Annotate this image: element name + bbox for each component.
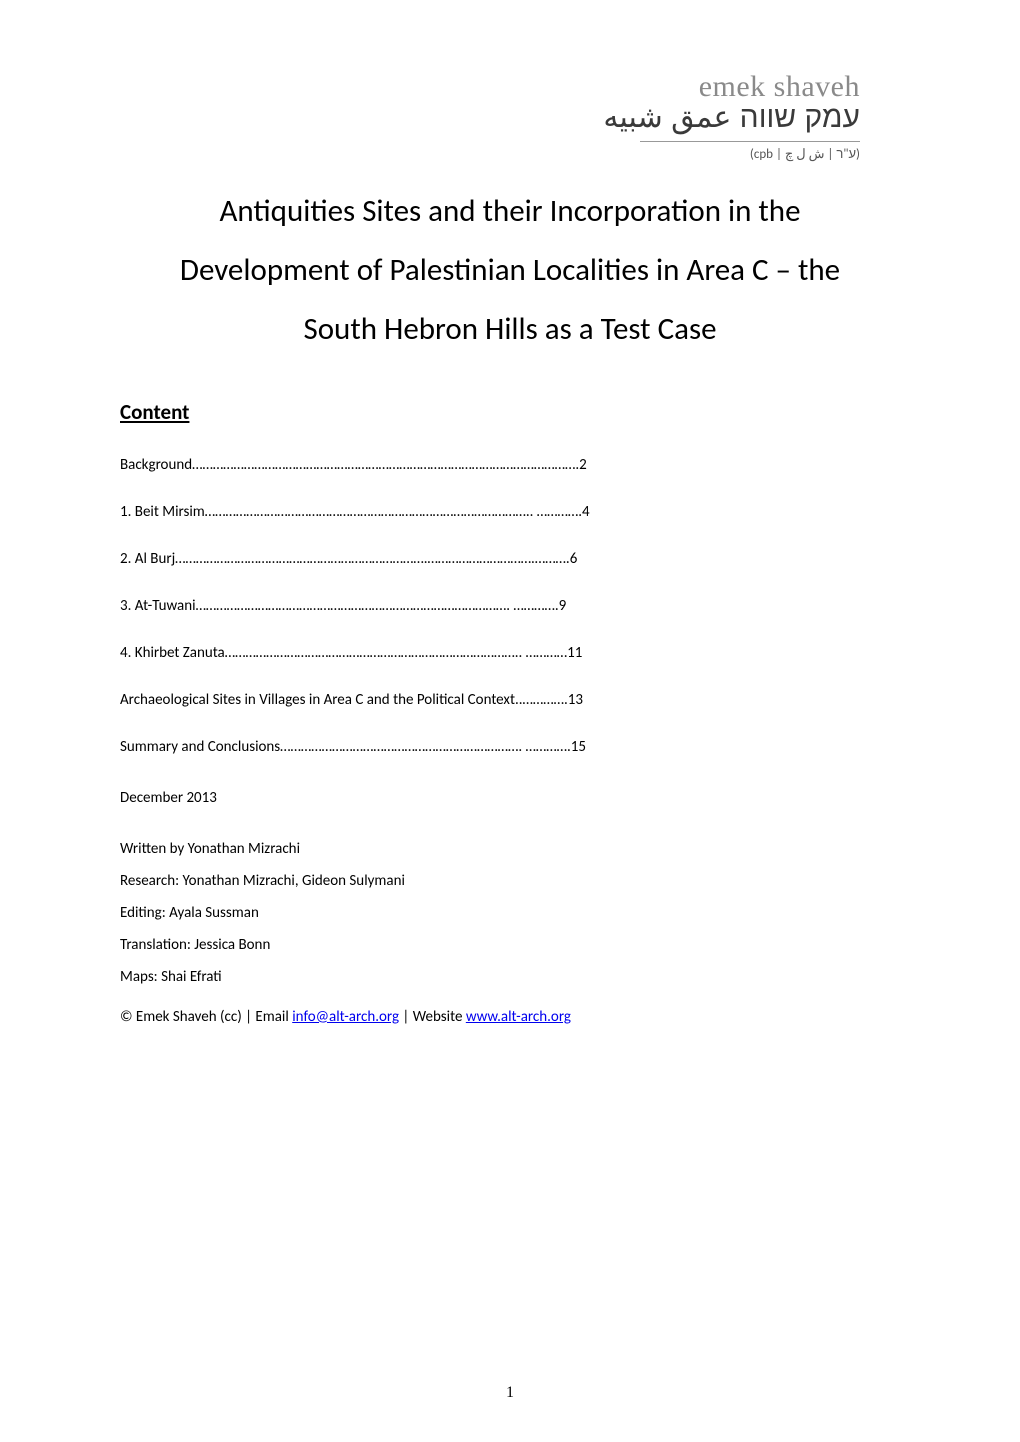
toc-dots: ..………… (515, 690, 564, 711)
toc-dots: ………………………………………………………………………………….. ………… (205, 502, 578, 523)
toc-row: Archaeological Sites in Villages in Area… (120, 690, 900, 711)
toc-label: Archaeological Sites in Villages in Area… (120, 690, 515, 711)
toc-dots: ………………………………………………………………………….. ………… (225, 643, 567, 664)
email-link[interactable]: info@alt-arch.org (292, 1008, 399, 1026)
toc-row: 3. At-Tuwani…………………………………………………………………………… (120, 596, 900, 617)
logo-hebrew-arabic: עמק שווה عمق شبيه (120, 100, 860, 135)
research-line: Research: Yonathan Mizrachi, Gideon Suly… (120, 871, 900, 892)
toc-page: .2 (575, 455, 586, 476)
toc-label: Background (120, 455, 192, 476)
translation-line: Translation: Jessica Bonn (120, 935, 900, 956)
toc-page: 11 (567, 643, 582, 664)
logo-divider (640, 141, 860, 142)
toc-page: .6 (566, 549, 577, 570)
footer-mid: | Website (399, 1008, 466, 1026)
toc-page: .4 (578, 502, 589, 523)
toc-label: 4. Khirbet Zanuta (120, 643, 225, 664)
title-line-3: South Hebron Hills as a Test Case (303, 310, 716, 348)
toc-dots: ………………………………………………………………………………. ………… (196, 596, 555, 617)
editing-line: Editing: Ayala Sussman (120, 903, 900, 924)
copyright-footer: © Emek Shaveh (cc) | Email info@alt-arch… (120, 1008, 900, 1026)
document-date: December 2013 (120, 788, 900, 809)
footer-prefix: © Emek Shaveh (cc) | Email (120, 1008, 292, 1026)
toc-label: 2. Al Burj (120, 549, 175, 570)
toc-label: 3. At-Tuwani (120, 596, 196, 617)
toc-row: 1. Beit Mirsim……………………………………………………………………… (120, 502, 900, 523)
toc-row: Background………………………………………………………………………………… (120, 455, 900, 476)
toc-page: .13 (564, 690, 583, 711)
logo-suffix: (ע"ר | ش ل چ | cpb) (120, 146, 860, 162)
website-link[interactable]: www.alt-arch.org (466, 1008, 571, 1026)
toc-page: .9 (555, 596, 566, 617)
logo-latin: emek shaveh (120, 70, 860, 104)
toc-label: 1. Beit Mirsim (120, 502, 205, 523)
toc-dots: ……………………………………………………………….………………………….……… (175, 549, 566, 570)
toc-row: 2. Al Burj……………………………………………………………….……………… (120, 549, 900, 570)
content-heading: Content (120, 399, 900, 425)
toc-page: .15 (567, 737, 586, 758)
table-of-contents: Background………………………………………………………………………………… (120, 455, 900, 758)
toc-row: Summary and Conclusions……………………………………………… (120, 737, 900, 758)
document-title: Antiquities Sites and their Incorporatio… (120, 182, 900, 359)
logo-block: emek shaveh עמק שווה عمق شبيه (ע"ר | ش ل… (120, 70, 900, 162)
toc-row: 4. Khirbet Zanuta……………………………………………………………… (120, 643, 900, 664)
toc-dots: ………………………………………………………………………………………………… (192, 455, 575, 476)
title-line-2: Development of Palestinian Localities in… (180, 251, 840, 289)
author-line: Written by Yonathan Mizrachi (120, 839, 900, 860)
maps-line: Maps: Shai Efrati (120, 967, 900, 988)
page-number: 1 (506, 1384, 514, 1402)
toc-dots: ……………………………………………………………. ………… (280, 737, 567, 758)
toc-label: Summary and Conclusions (120, 737, 280, 758)
title-line-1: Antiquities Sites and their Incorporatio… (219, 192, 800, 230)
metadata-block: December 2013 Written by Yonathan Mizrac… (120, 788, 900, 988)
